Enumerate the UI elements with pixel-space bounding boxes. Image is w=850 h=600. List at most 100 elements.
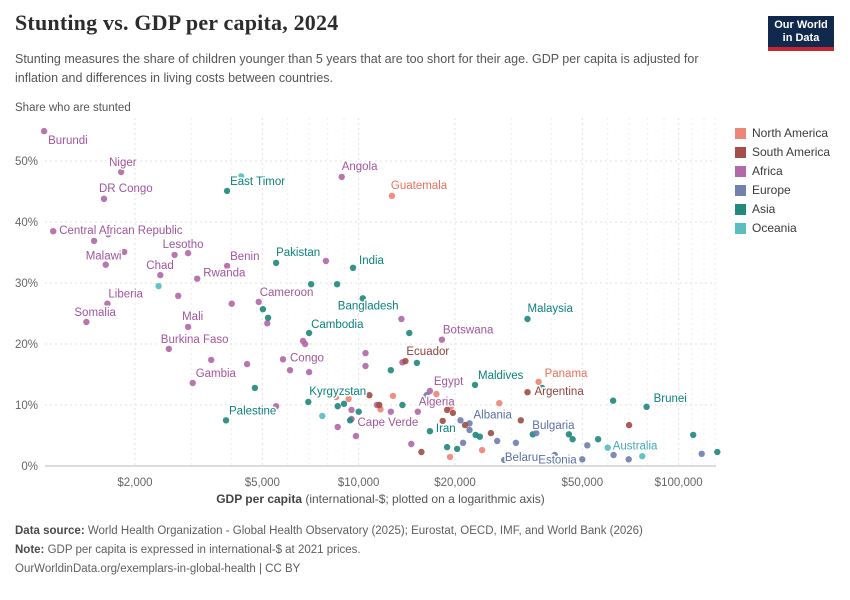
scatter-point-gambia[interactable] [189, 379, 196, 387]
scatter-point-africa[interactable] [184, 249, 192, 257]
scatter-point-asia[interactable] [443, 443, 451, 451]
scatter-point-asia[interactable] [333, 281, 341, 288]
scatter-point-south-america[interactable] [439, 417, 446, 425]
scatter-point-asia[interactable] [476, 433, 483, 440]
scatter-point-iran[interactable] [426, 428, 434, 435]
scatter-point-cameroon[interactable] [255, 298, 262, 306]
scatter-point-africa[interactable] [387, 408, 394, 415]
scatter-point-north-america[interactable] [433, 390, 440, 398]
scatter-point-africa[interactable] [228, 300, 235, 307]
scatter-point-congo[interactable] [279, 356, 287, 363]
scatter-point-africa[interactable] [362, 349, 369, 357]
scatter-point-north-america[interactable] [478, 446, 486, 454]
scatter-point-panama[interactable] [535, 378, 542, 385]
legend-item-africa[interactable]: Africa [735, 164, 830, 178]
scatter-point-south-america[interactable] [376, 401, 383, 409]
scatter-point-north-america[interactable] [446, 453, 454, 461]
legend-item-asia[interactable]: Asia [735, 202, 830, 216]
scatter-point-south-america[interactable] [461, 421, 469, 429]
scatter-point-asia[interactable] [387, 367, 394, 374]
scatter-point-asia[interactable] [406, 329, 413, 337]
scatter-point-asia[interactable] [346, 417, 354, 424]
scatter-point-oceania[interactable] [639, 453, 646, 460]
scatter-point-botswana[interactable] [438, 336, 446, 343]
scatter-point-europe[interactable] [501, 456, 508, 464]
scatter-point-brunei[interactable] [643, 403, 650, 410]
scatter-point-africa[interactable] [352, 432, 360, 440]
scatter-point-africa[interactable] [105, 231, 112, 238]
scatter-point-asia[interactable] [714, 448, 721, 456]
scatter-point-north-america[interactable] [183, 334, 190, 342]
scatter-point-europe[interactable] [466, 426, 473, 434]
scatter-point-lesotho[interactable] [171, 251, 178, 259]
scatter-point-mali[interactable] [184, 323, 192, 331]
scatter-point-pakistan[interactable] [272, 259, 280, 267]
scatter-point-europe[interactable] [584, 442, 591, 449]
scatter-point-asia[interactable] [413, 359, 421, 367]
scatter-point-africa[interactable] [362, 362, 369, 370]
scatter-point-asia[interactable] [565, 431, 573, 438]
scatter-point-oceania[interactable] [155, 282, 162, 290]
scatter-point-south-america[interactable] [443, 406, 451, 414]
scatter-point-africa[interactable] [264, 320, 271, 327]
scatter-point-east-timor[interactable] [223, 187, 231, 195]
scatter-point-asia[interactable] [307, 281, 315, 288]
scatter-point-guatemala[interactable] [388, 192, 396, 199]
scatter-point-asia[interactable] [251, 384, 259, 392]
scatter-point-asia[interactable] [334, 403, 341, 410]
scatter-point-asia[interactable] [399, 401, 406, 409]
scatter-point-asia[interactable] [355, 408, 362, 415]
scatter-point-angola[interactable] [338, 173, 345, 181]
scatter-point-rwanda[interactable] [194, 275, 201, 282]
scatter-point-europe[interactable] [551, 451, 558, 459]
scatter-point-algeria[interactable] [414, 408, 421, 415]
scatter-point-asia[interactable] [569, 436, 576, 443]
scatter-point-asia[interactable] [340, 400, 348, 407]
scatter-point-europe[interactable] [551, 458, 558, 465]
scatter-point-europe[interactable] [538, 453, 545, 461]
scatter-point-africa[interactable] [334, 423, 341, 431]
scatter-point-europe[interactable] [562, 458, 569, 465]
scatter-point-south-america[interactable] [418, 448, 425, 456]
legend-item-south-america[interactable]: South America [735, 145, 830, 159]
scatter-point-cambodia[interactable] [305, 329, 313, 337]
scatter-point-africa[interactable] [272, 403, 280, 410]
scatter-point-bangladesh[interactable] [359, 295, 366, 302]
scatter-point-africa[interactable] [348, 406, 355, 414]
scatter-point-europe[interactable] [425, 396, 432, 404]
scatter-point-somalia[interactable] [83, 318, 90, 326]
scatter-point-liberia[interactable] [104, 300, 111, 307]
scatter-point-oceania[interactable] [237, 173, 245, 180]
scatter-chart[interactable]: $2,000 $5,000 $10,000 $20,000 $50,000 $100,00… [0, 0, 850, 520]
scatter-point-north-america[interactable] [389, 392, 397, 400]
scatter-point-africa[interactable] [121, 248, 128, 256]
scatter-point-asia[interactable] [594, 436, 602, 443]
legend-item-north-america[interactable]: North America [735, 126, 830, 140]
scatter-point-asia[interactable] [453, 445, 461, 453]
scatter-point-bulgaria[interactable] [533, 429, 540, 437]
scatter-point-asia[interactable] [609, 397, 617, 404]
scatter-point-belarus[interactable] [512, 439, 520, 446]
scatter-point-asia[interactable] [264, 314, 272, 321]
scatter-point-central-african-republic[interactable] [50, 228, 57, 235]
scatter-point-australia[interactable] [604, 444, 611, 451]
legend-item-oceania[interactable]: Oceania [735, 221, 830, 235]
scatter-point-niger[interactable] [117, 168, 125, 176]
scatter-point-africa[interactable] [90, 237, 98, 245]
scatter-point-africa[interactable] [305, 368, 313, 376]
scatter-point-europe[interactable] [625, 456, 632, 463]
scatter-point-malawi[interactable] [102, 261, 109, 268]
scatter-point-malaysia[interactable] [524, 315, 531, 323]
scatter-point-europe[interactable] [698, 450, 705, 457]
scatter-point-benin[interactable] [223, 262, 231, 270]
scatter-point-argentina[interactable] [524, 389, 531, 396]
scatter-point-estonia[interactable] [579, 456, 586, 463]
scatter-point-ecuador[interactable] [402, 357, 409, 365]
footer-link[interactable]: OurWorldinData.org/exemplars-in-global-h… [15, 562, 301, 575]
scatter-point-dr-congo[interactable] [100, 195, 108, 202]
scatter-point-chad[interactable] [157, 271, 164, 279]
scatter-point-palestine[interactable] [222, 417, 230, 424]
scatter-point-south-america[interactable] [487, 429, 495, 437]
scatter-point-africa[interactable] [322, 257, 330, 265]
scatter-point-europe[interactable] [423, 392, 430, 399]
